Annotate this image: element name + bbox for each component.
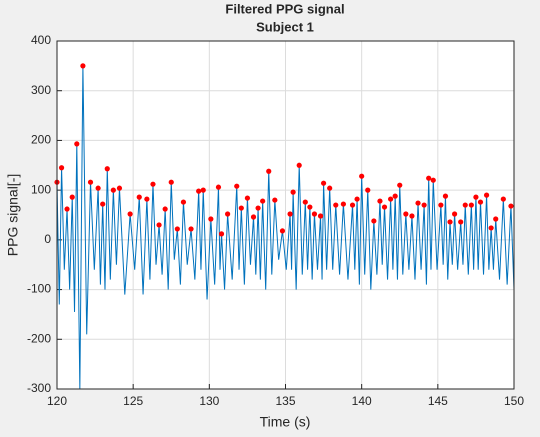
peak-marker xyxy=(74,141,80,147)
peak-marker xyxy=(215,184,222,190)
peak-marker xyxy=(156,222,162,228)
peak-marker xyxy=(116,185,123,191)
x-tick-label: 150 xyxy=(504,394,524,408)
peak-marker xyxy=(225,211,231,217)
y-tick-label: -100 xyxy=(27,282,51,296)
axes-box xyxy=(56,40,515,390)
peak-marker xyxy=(354,196,360,202)
peak-marker xyxy=(87,179,94,185)
peak-marker xyxy=(508,203,514,209)
peak-marker xyxy=(493,216,499,222)
peak-marker xyxy=(127,211,133,217)
peak-marker xyxy=(95,185,101,191)
peak-marker xyxy=(69,194,75,200)
x-axis-label: Time (s) xyxy=(260,414,311,430)
peak-marker xyxy=(136,194,142,200)
peak-marker xyxy=(392,193,398,199)
x-tick-label: 130 xyxy=(199,394,219,408)
peak-marker xyxy=(287,211,293,217)
peak-marker xyxy=(477,199,484,205)
peak-marker xyxy=(188,226,194,232)
peak-marker xyxy=(438,202,444,208)
peak-marker xyxy=(244,195,251,201)
y-tick-label: 0 xyxy=(44,232,51,246)
peak-marker xyxy=(168,179,174,185)
peak-marker xyxy=(430,177,436,183)
peak-marker xyxy=(272,197,278,203)
peak-marker xyxy=(302,199,308,205)
peak-marker xyxy=(371,218,377,224)
peak-marker xyxy=(144,196,150,202)
peak-marker xyxy=(320,180,327,186)
peak-marker xyxy=(377,198,383,204)
y-tick-label: -300 xyxy=(27,381,51,395)
peak-marker xyxy=(468,202,474,208)
peak-marker xyxy=(110,187,116,193)
peak-marker xyxy=(421,202,427,208)
peak-marker xyxy=(208,216,214,222)
y-tick-label: 100 xyxy=(31,182,51,196)
peak-marker xyxy=(250,214,257,220)
peak-marker xyxy=(255,205,261,211)
y-tick-label: -200 xyxy=(27,331,51,345)
peak-marker xyxy=(333,202,339,208)
peak-marker xyxy=(483,192,490,198)
peak-marker xyxy=(196,188,202,194)
peak-marker xyxy=(447,219,453,225)
peak-marker xyxy=(365,187,371,193)
peak-marker xyxy=(442,193,449,199)
peak-marker xyxy=(397,182,403,188)
chart-subtitle: Subject 1 xyxy=(256,19,314,34)
y-tick-label: 400 xyxy=(31,33,51,47)
peak-marker xyxy=(296,162,302,168)
peak-marker xyxy=(403,211,409,217)
peak-marker xyxy=(349,202,356,208)
x-tick-label: 125 xyxy=(123,394,143,408)
peak-marker xyxy=(218,231,225,237)
peak-marker xyxy=(317,213,324,219)
peak-marker xyxy=(279,228,286,234)
peak-marker xyxy=(290,189,296,195)
x-tick-label: 140 xyxy=(352,394,372,408)
peak-marker xyxy=(359,173,365,179)
y-axis-label: PPG signal[-] xyxy=(5,174,21,256)
peak-marker xyxy=(458,219,464,225)
y-tick-label: 300 xyxy=(31,83,51,97)
x-tick-label: 135 xyxy=(275,394,295,408)
peak-marker xyxy=(180,199,187,205)
peak-marker xyxy=(200,187,206,193)
peak-marker xyxy=(234,183,240,189)
peak-marker xyxy=(462,202,468,208)
peak-marker xyxy=(473,194,479,200)
chart-title: Filtered PPG signal xyxy=(225,1,344,16)
peak-marker xyxy=(311,211,318,217)
peak-marker xyxy=(174,226,180,232)
peak-marker xyxy=(104,166,110,172)
peak-marker xyxy=(162,206,168,212)
signal-line xyxy=(57,65,514,389)
peak-marker xyxy=(58,165,65,171)
peak-marker xyxy=(426,175,432,181)
y-tick-label: 200 xyxy=(31,133,51,147)
peak-marker xyxy=(238,205,244,211)
peak-marker xyxy=(307,204,313,210)
peak-marker xyxy=(80,63,86,69)
x-tick-label: 145 xyxy=(428,394,448,408)
peak-marker xyxy=(409,213,415,219)
peak-marker xyxy=(100,201,106,207)
peak-marker xyxy=(340,201,346,207)
peak-marker xyxy=(388,196,394,202)
peak-marker xyxy=(64,206,70,212)
peak-marker xyxy=(150,181,156,187)
peak-marker xyxy=(415,200,421,206)
peak-marker xyxy=(260,198,266,204)
peak-marker xyxy=(381,204,388,210)
peak-marker xyxy=(451,211,458,217)
x-tick-label: 120 xyxy=(47,394,67,408)
peak-marker xyxy=(500,196,506,202)
peak-marker xyxy=(488,225,494,231)
peak-marker xyxy=(266,168,272,174)
peak-marker xyxy=(327,185,333,191)
